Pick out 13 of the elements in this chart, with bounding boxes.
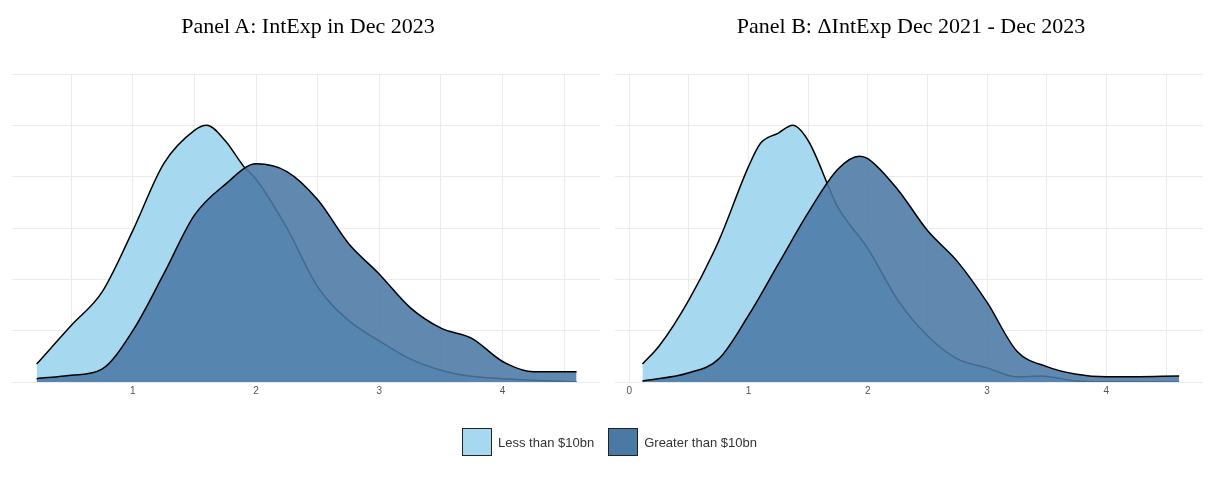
x-tick-label: 1 — [130, 384, 137, 396]
x-tick-label: 2 — [865, 384, 872, 396]
chart-title: Panel A: IntExp in Dec 2023 — [180, 12, 436, 40]
legend-label: Greater than $10bn — [644, 434, 757, 450]
chart-title: Panel B: ΔIntExp Dec 2021 - Dec 2023 — [735, 12, 1087, 40]
x-tick-label: 1 — [745, 384, 752, 396]
legend-label: Less than $10bn — [498, 434, 595, 450]
x-tick-label: 4 — [499, 384, 506, 396]
x-tick-label: 3 — [376, 384, 383, 396]
x-tick-label: 2 — [253, 384, 260, 396]
x-tick-label: 3 — [984, 384, 991, 396]
x-tick-label: 0 — [626, 384, 633, 396]
x-tick-label: 4 — [1103, 384, 1110, 396]
